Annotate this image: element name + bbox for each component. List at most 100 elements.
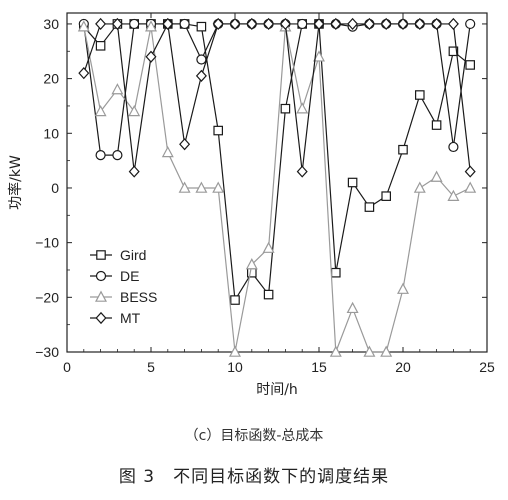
legend-label: BESS [120, 289, 157, 305]
legend-item-mt: MT [90, 310, 141, 326]
y-tick-label: −30 [35, 344, 59, 360]
data-point-bess [397, 282, 409, 294]
data-point-bess [262, 241, 275, 253]
legend-item-de: DE [90, 268, 139, 284]
data-point-de [465, 18, 476, 30]
y-axis-label: 功率/kW [7, 155, 24, 210]
x-tick-label: 5 [147, 359, 155, 375]
data-point-gird [196, 21, 207, 32]
x-tick-label: 10 [227, 359, 243, 375]
data-point-mt [380, 17, 392, 31]
legend-marker [95, 270, 107, 282]
data-point-bess [329, 345, 342, 357]
data-point-mt [95, 17, 107, 31]
data-point-mt [313, 17, 325, 31]
data-point-mt [347, 17, 359, 31]
y-tick-label: −10 [35, 235, 59, 251]
legend-label: Gird [120, 247, 146, 263]
data-point-gird [247, 267, 257, 278]
legend-marker [95, 311, 107, 325]
data-point-bess [380, 345, 393, 357]
data-point-bess [447, 189, 460, 201]
x-tick-label: 15 [311, 359, 327, 375]
data-point-de [129, 18, 140, 30]
data-point-de [297, 18, 308, 30]
data-point-gird [448, 46, 459, 57]
data-point-bess [296, 102, 309, 114]
series-bess [77, 20, 477, 357]
legend: Gird DE BESS MT [90, 247, 157, 326]
data-point-gird [263, 289, 274, 300]
data-point-mt [431, 17, 443, 31]
data-point-gird [347, 177, 358, 188]
data-point-bess [195, 181, 208, 193]
legend-item-gird: Gird [90, 247, 146, 263]
data-point-de [196, 54, 207, 65]
y-tick-label: 30 [43, 16, 59, 32]
legend-label: MT [120, 310, 141, 326]
data-point-bess [313, 50, 325, 62]
data-point-mt [179, 138, 191, 151]
series-line-bess [83, 26, 471, 353]
legend-label: DE [120, 268, 139, 284]
data-point-gird [398, 144, 408, 155]
figure-caption: 图 3 不同目标函数下的调度结果 [118, 467, 390, 487]
data-point-bess [111, 83, 124, 95]
data-point-gird [381, 191, 391, 201]
y-tick-label: 10 [43, 125, 59, 141]
data-point-gird [230, 295, 240, 305]
chart: 0 5 10 15 20 25 −30 −20 −10 0 10 20 30 时间/h 功率/kW Gird… [7, 12, 495, 398]
subfigure-caption: （c）目标函数-总成本 [184, 428, 324, 444]
data-point-mt [246, 17, 258, 31]
series-line-mt [83, 21, 471, 172]
y-tick-label: −20 [35, 289, 59, 305]
data-point-bess [430, 170, 443, 182]
axes: 0 5 10 15 20 25 −30 −20 −10 0 10 20 30 时间/h 功率/kW [7, 12, 495, 398]
data-point-mt [145, 50, 157, 63]
data-point-mt [162, 17, 174, 31]
y-tick-label: 0 [51, 180, 59, 196]
data-point-bess [128, 104, 141, 117]
data-point-mt [212, 17, 224, 31]
data-point-mt [128, 165, 140, 178]
data-point-gird [431, 120, 442, 130]
x-tick-label: 20 [395, 359, 411, 375]
series-mt [78, 17, 476, 178]
x-tick-label: 0 [63, 359, 71, 375]
x-tick-label: 25 [479, 359, 495, 375]
data-point-bess [229, 345, 241, 357]
data-point-mt [363, 17, 375, 31]
data-point-bess [245, 258, 258, 270]
data-point-mt [78, 67, 90, 80]
data-point-mt [195, 69, 207, 82]
data-point-bess [363, 345, 376, 357]
data-point-mt [263, 17, 275, 31]
plot-frame [66, 12, 488, 353]
data-point-bess [94, 104, 107, 117]
data-point-bess [77, 20, 90, 32]
data-point-mt [447, 17, 459, 31]
data-point-bess [145, 20, 157, 32]
data-point-mt [111, 17, 123, 31]
data-point-de [448, 141, 459, 153]
data-point-mt [397, 17, 409, 31]
data-point-mt [330, 17, 342, 31]
legend-item-bess: BESS [90, 289, 157, 305]
legend-marker [96, 250, 106, 260]
y-tick-label: 20 [43, 71, 59, 87]
data-point-gird [95, 41, 106, 51]
data-point-gird [415, 90, 425, 100]
data-point-gird [331, 267, 341, 278]
data-point-bess [212, 181, 225, 193]
data-point-mt [414, 17, 426, 31]
data-point-gird [280, 103, 291, 114]
data-point-de [179, 18, 190, 30]
data-point-gird [213, 125, 223, 136]
data-point-bess [413, 181, 426, 193]
data-point-bess [346, 301, 359, 314]
data-point-bess [178, 181, 191, 193]
legend-marker [95, 290, 107, 302]
data-point-mt [279, 17, 291, 31]
data-point-gird [364, 202, 375, 212]
data-point-mt [296, 165, 308, 178]
